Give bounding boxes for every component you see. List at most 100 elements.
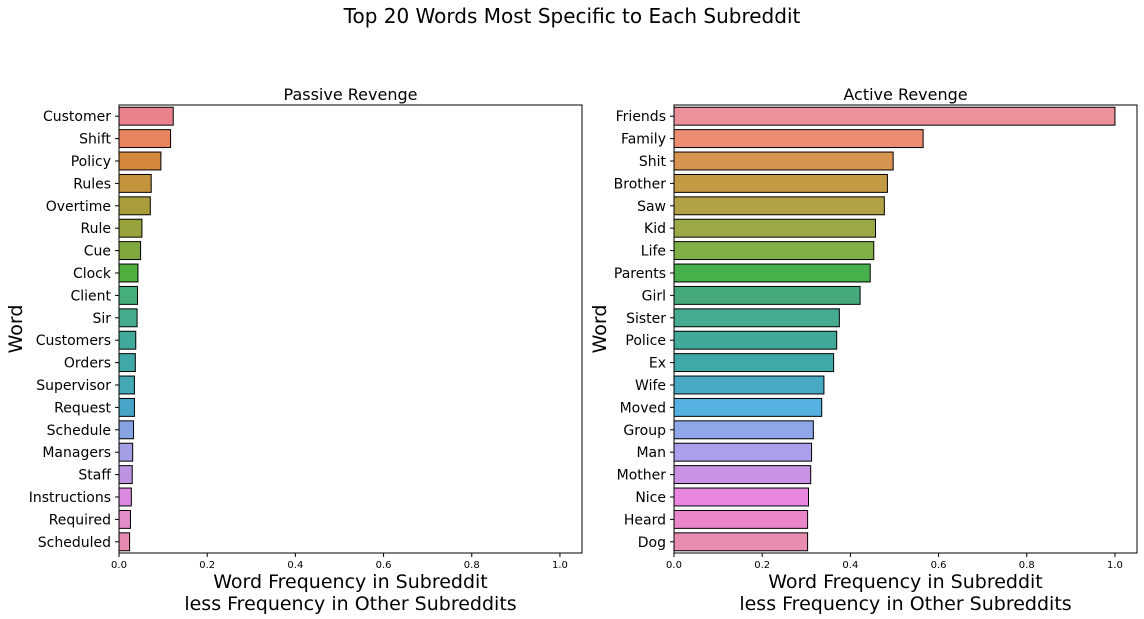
active-bar	[673, 241, 875, 261]
passive-bar	[118, 330, 137, 350]
active-xaxis-label-line1: Word Frequency in Subreddit	[768, 571, 1043, 593]
passive-xtick-label: 0.0	[111, 560, 127, 571]
active-bar	[673, 330, 838, 350]
active-bar	[673, 487, 809, 507]
active-bar	[673, 375, 825, 395]
passive-bar	[118, 151, 162, 171]
passive-bar	[118, 308, 138, 328]
active-xtick-label: 0.2	[754, 560, 770, 571]
passive-xaxis-label-line2: less Frequency in Other Subreddits	[184, 593, 516, 615]
active-bar	[673, 106, 1116, 126]
passive-ytick-label: Staff	[78, 468, 111, 484]
active-bar	[673, 151, 894, 171]
active-bar	[673, 397, 823, 417]
passive-ytick-label: Customers	[36, 333, 111, 349]
passive-ytick-label: Managers	[42, 445, 111, 461]
active-bar	[673, 509, 809, 529]
active-bar	[673, 173, 888, 193]
active-ytick-label: Shit	[639, 154, 667, 170]
active-ytick-label: Saw	[637, 199, 666, 215]
passive-bar	[118, 532, 131, 552]
active-ytick-label: Brother	[614, 176, 667, 192]
passive-xtick-label: 0.6	[376, 560, 392, 571]
active-ytick-label: Dog	[638, 535, 666, 551]
passive-bar	[118, 173, 152, 193]
passive-bar	[118, 241, 142, 261]
active-ytick-label: Man	[636, 445, 666, 461]
active-ytick-label: Wife	[635, 378, 666, 394]
passive-ytick-label: Shift	[79, 132, 111, 148]
passive-bar	[118, 375, 135, 395]
passive-ytick-label: Required	[49, 512, 111, 528]
active-ytick-label: Moved	[620, 400, 666, 416]
passive-bar	[118, 285, 139, 305]
passive-xtick-label: 1.0	[552, 560, 568, 571]
active-bar	[673, 285, 861, 305]
active-ytick-label: Heard	[624, 512, 666, 528]
passive-yaxis-label: Word	[5, 305, 27, 354]
active-bar	[673, 129, 924, 149]
active-plot-frame	[673, 104, 1138, 554]
active-ytick-label: Life	[641, 244, 666, 260]
active-bar	[673, 465, 812, 485]
passive-ytick-label: Orders	[64, 356, 111, 372]
passive-ytick-label: Request	[54, 400, 111, 416]
active-xtick-label: 0.6	[931, 560, 947, 571]
passive-ytick-label: Cue	[84, 244, 111, 260]
active-bar	[673, 263, 871, 283]
active-ytick-label: Parents	[614, 266, 666, 282]
passive-bar	[118, 196, 151, 216]
active-bar	[673, 353, 835, 373]
active-xaxis-label-line2: less Frequency in Other Subreddits	[739, 593, 1071, 615]
passive-ytick-label: Rules	[73, 176, 111, 192]
active-ytick-label: Nice	[635, 490, 666, 506]
passive-ytick-label: Rule	[81, 221, 111, 237]
passive-bar	[118, 353, 136, 373]
passive-bar	[118, 509, 131, 529]
passive-bar	[118, 420, 135, 440]
passive-xtick-label: 0.8	[464, 560, 480, 571]
passive-bar	[118, 397, 135, 417]
passive-xaxis-label-line1: Word Frequency in Subreddit	[213, 571, 488, 593]
passive-ytick-label: Client	[70, 288, 111, 304]
passive-ytick-label: Overtime	[46, 199, 111, 215]
passive-ytick-label: Policy	[71, 154, 111, 170]
passive-plot-frame	[118, 104, 583, 554]
passive-ytick-label: Customer	[43, 109, 111, 125]
passive-bar	[118, 465, 133, 485]
passive-bar	[118, 129, 172, 149]
active-bar	[673, 532, 809, 552]
passive-bar	[118, 442, 134, 462]
passive-ytick-label: Schedule	[47, 423, 111, 439]
active-ytick-label: Ex	[649, 356, 666, 372]
active-xtick-label: 0.4	[842, 560, 858, 571]
passive-bar	[118, 106, 174, 126]
active-ytick-label: Group	[623, 423, 666, 439]
active-yaxis-label: Word	[589, 305, 611, 354]
passive-ytick-label: Instructions	[29, 490, 111, 506]
passive-bar	[118, 263, 139, 283]
active-xtick-label: 0.0	[666, 560, 682, 571]
passive-xtick-label: 0.4	[287, 560, 303, 571]
figure-title: Top 20 Words Most Specific to Each Subre…	[343, 4, 801, 28]
passive-bar	[118, 487, 132, 507]
active-bar	[673, 218, 877, 238]
active-ytick-label: Friends	[616, 109, 666, 125]
passive-panel-title: Passive Revenge	[284, 85, 418, 104]
active-panel-title: Active Revenge	[843, 85, 967, 104]
passive-ytick-label: Scheduled	[38, 535, 111, 551]
active-bar	[673, 196, 885, 216]
passive-ytick-label: Supervisor	[36, 378, 111, 394]
active-xtick-label: 1.0	[1107, 560, 1123, 571]
active-bar	[673, 308, 840, 328]
passive-xtick-label: 0.2	[199, 560, 215, 571]
active-ytick-label: Girl	[642, 288, 666, 304]
active-ytick-label: Mother	[617, 468, 667, 484]
active-bar	[673, 420, 814, 440]
active-xtick-label: 0.8	[1019, 560, 1035, 571]
active-ytick-label: Kid	[644, 221, 666, 237]
passive-ytick-label: Sir	[92, 311, 111, 327]
active-ytick-label: Police	[625, 333, 666, 349]
active-ytick-label: Family	[621, 132, 666, 148]
